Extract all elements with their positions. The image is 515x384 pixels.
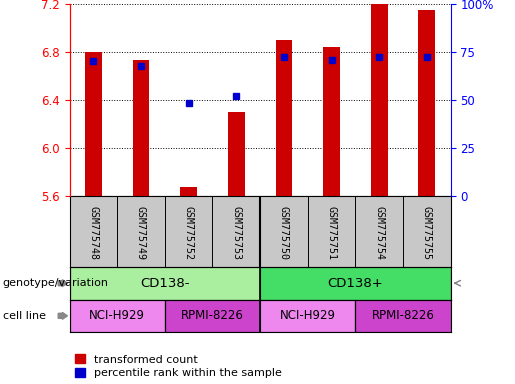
Title: GDS4970 / 7997128: GDS4970 / 7997128 [186,0,334,1]
Text: genotype/variation: genotype/variation [3,278,109,288]
Text: GSM775754: GSM775754 [374,207,384,260]
Text: NCI-H929: NCI-H929 [280,310,336,322]
Text: CD138+: CD138+ [328,277,383,290]
Text: GSM775750: GSM775750 [279,207,289,260]
Bar [70,300,165,332]
Text: GSM775755: GSM775755 [422,207,432,260]
Bar [165,300,260,332]
Bar [323,47,340,196]
Bar [133,60,149,196]
Text: CD138-: CD138- [140,277,190,290]
Bar [355,300,451,332]
Legend: transformed count, percentile rank within the sample: transformed count, percentile rank withi… [75,354,282,379]
Bar [260,267,451,300]
Bar [276,40,292,196]
Text: RPMI-8226: RPMI-8226 [371,310,435,322]
Text: GSM775749: GSM775749 [136,207,146,260]
Text: GSM775752: GSM775752 [184,207,194,260]
Text: GSM775748: GSM775748 [89,207,98,260]
Bar [180,187,197,196]
Bar [260,300,355,332]
Text: GSM775753: GSM775753 [231,207,241,260]
Text: cell line: cell line [3,311,45,321]
Bar [85,52,101,196]
Text: GSM775751: GSM775751 [327,207,336,260]
Text: RPMI-8226: RPMI-8226 [181,310,244,322]
Bar [419,10,435,196]
Text: NCI-H929: NCI-H929 [89,310,145,322]
Bar [371,4,387,196]
Bar [70,267,260,300]
Bar [228,112,245,196]
